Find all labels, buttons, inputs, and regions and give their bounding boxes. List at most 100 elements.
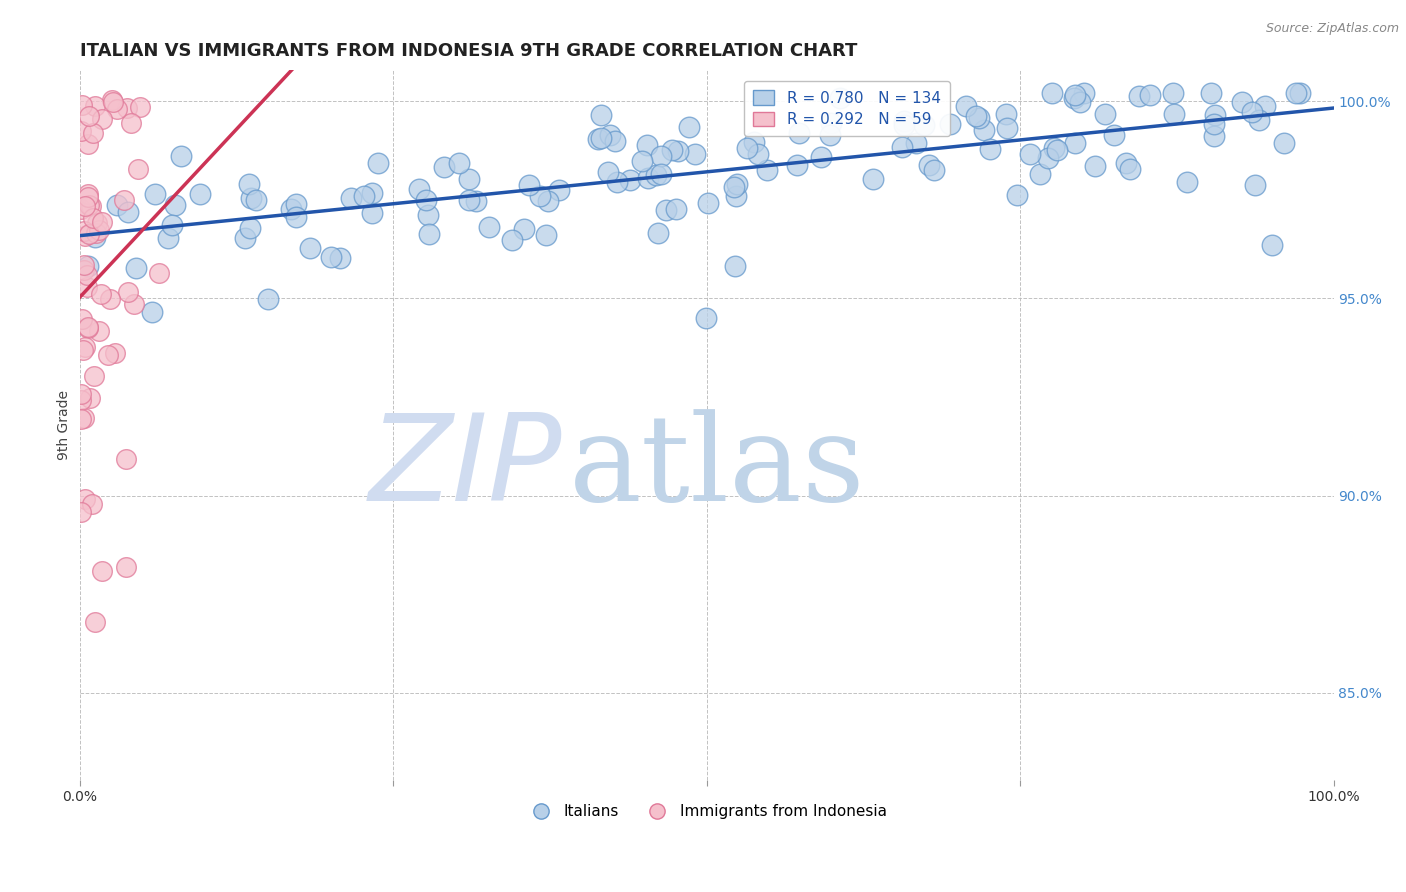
Point [329, 251, 352, 265]
Point [148, 267, 170, 281]
Point [636, 137, 658, 152]
Point [87, 223, 110, 237]
Point [73, 340, 96, 354]
Point [830, 90, 852, 104]
Point [862, 172, 884, 186]
Point [1204, 108, 1226, 122]
Point [122, 297, 145, 311]
Point [415, 193, 437, 207]
Point [979, 142, 1001, 156]
Point [1029, 167, 1052, 181]
Point [599, 128, 621, 142]
Legend: Italians, Immigrants from Indonesia: Italians, Immigrants from Indonesia [520, 798, 893, 825]
Point [298, 241, 321, 255]
Point [82, 497, 104, 511]
Point [1069, 95, 1091, 109]
Point [905, 136, 928, 150]
Point [285, 197, 308, 211]
Point [83, 368, 105, 383]
Point [70, 412, 93, 426]
Point [650, 168, 672, 182]
Point [1043, 141, 1066, 155]
Point [73, 492, 96, 507]
Point [432, 161, 454, 175]
Point [678, 120, 700, 135]
Point [994, 107, 1017, 121]
Point [70, 387, 93, 401]
Point [789, 127, 811, 141]
Point [367, 156, 389, 170]
Point [1244, 178, 1267, 193]
Point [319, 250, 342, 264]
Point [143, 187, 166, 202]
Point [501, 233, 523, 247]
Point [458, 172, 481, 186]
Point [117, 101, 139, 115]
Point [1230, 95, 1253, 109]
Point [77, 227, 100, 241]
Point [1036, 151, 1059, 165]
Point [735, 141, 758, 155]
Point [82, 211, 104, 225]
Point [1175, 175, 1198, 189]
Point [786, 158, 808, 172]
Point [125, 260, 148, 275]
Point [280, 202, 302, 216]
Point [820, 128, 842, 142]
Point [517, 178, 540, 193]
Point [112, 194, 135, 208]
Point [77, 186, 100, 201]
Point [893, 119, 915, 133]
Point [1289, 87, 1312, 101]
Point [1007, 187, 1029, 202]
Point [619, 173, 641, 187]
Point [1285, 87, 1308, 101]
Point [918, 158, 941, 172]
Point [661, 143, 683, 157]
Point [588, 132, 610, 146]
Point [69, 202, 91, 217]
Point [70, 98, 93, 112]
Point [160, 219, 183, 233]
Point [513, 222, 536, 236]
Point [120, 115, 142, 129]
Point [995, 121, 1018, 136]
Point [965, 109, 987, 123]
Point [529, 188, 551, 202]
Point [665, 202, 688, 217]
Point [725, 177, 748, 191]
Point [77, 320, 100, 334]
Point [890, 139, 912, 153]
Point [596, 165, 619, 179]
Point [820, 116, 842, 130]
Point [1094, 107, 1116, 121]
Point [1128, 89, 1150, 103]
Point [90, 287, 112, 301]
Text: Source: ZipAtlas.com: Source: ZipAtlas.com [1265, 22, 1399, 36]
Point [447, 156, 470, 170]
Point [73, 262, 96, 277]
Point [73, 199, 96, 213]
Point [1247, 112, 1270, 127]
Point [589, 130, 612, 145]
Point [1064, 87, 1087, 102]
Point [245, 194, 267, 208]
Point [129, 100, 152, 114]
Point [101, 93, 124, 107]
Point [606, 175, 628, 189]
Point [458, 194, 481, 208]
Point [967, 112, 990, 126]
Point [477, 219, 499, 234]
Point [637, 171, 659, 186]
Point [101, 95, 124, 110]
Point [1161, 87, 1184, 101]
Point [1261, 238, 1284, 252]
Point [683, 146, 706, 161]
Point [418, 227, 440, 242]
Point [115, 452, 138, 467]
Point [115, 560, 138, 574]
Point [70, 392, 93, 407]
Point [238, 177, 260, 191]
Point [1204, 128, 1226, 143]
Point [76, 279, 98, 293]
